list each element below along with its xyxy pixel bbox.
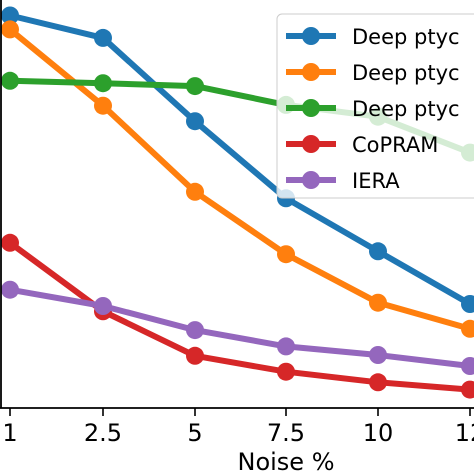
data-point [461, 295, 474, 313]
data-point [186, 77, 204, 96]
series-2 [1, 20, 474, 338]
legend-label: IERA [352, 169, 400, 193]
x-ticks: 1 2.5 5 7.5 10 12 [2, 408, 474, 447]
legend-label: Deep ptyc [352, 25, 460, 49]
data-point [186, 321, 204, 340]
legend-marker [302, 27, 320, 45]
data-point [369, 346, 387, 364]
x-axis-label: Noise % [237, 448, 334, 474]
data-point [1, 280, 19, 299]
data-point [277, 245, 295, 264]
data-point [1, 233, 19, 252]
data-point [369, 293, 387, 312]
series-4 [1, 233, 474, 399]
x-tick-label: 10 [363, 419, 394, 447]
data-point [94, 297, 112, 315]
data-point [94, 74, 112, 93]
data-point [461, 319, 474, 338]
legend-marker [302, 63, 320, 81]
legend: Deep ptyc Deep ptyc Deep ptyc CoPRAM IERA [276, 13, 474, 199]
data-point [277, 337, 295, 356]
legend-label: Deep ptyc [352, 97, 460, 121]
data-point [94, 96, 112, 115]
series-line [7, 239, 473, 393]
data-point [186, 112, 204, 131]
x-tick-label: 2.5 [84, 419, 122, 447]
data-point [369, 373, 387, 392]
data-point [1, 6, 19, 25]
legend-label: CoPRAM [352, 133, 438, 157]
data-point [1, 71, 19, 90]
x-tick-label: 7.5 [267, 419, 305, 447]
legend-marker [302, 99, 320, 117]
x-tick-label: 12 [455, 419, 474, 447]
legend-marker [302, 171, 320, 189]
x-tick-label: 1 [2, 419, 17, 447]
legend-label: Deep ptyc [352, 61, 460, 85]
series-line [7, 26, 473, 332]
data-point [186, 182, 204, 201]
series-line [7, 12, 473, 307]
series-5 [1, 280, 474, 375]
data-point [277, 362, 295, 381]
x-tick-label: 5 [187, 419, 202, 447]
data-point [369, 242, 387, 261]
data-point [1, 20, 19, 39]
axes [0, 0, 474, 409]
series-1 [1, 6, 474, 313]
series-line [7, 286, 473, 369]
data-point [186, 346, 204, 365]
data-point [461, 357, 474, 375]
legend-frame [276, 13, 474, 199]
data-point [461, 380, 474, 399]
legend-entries: Deep ptyc Deep ptyc Deep ptyc CoPRAM IERA [286, 25, 460, 193]
legend-marker [302, 135, 320, 153]
data-point [94, 28, 112, 47]
